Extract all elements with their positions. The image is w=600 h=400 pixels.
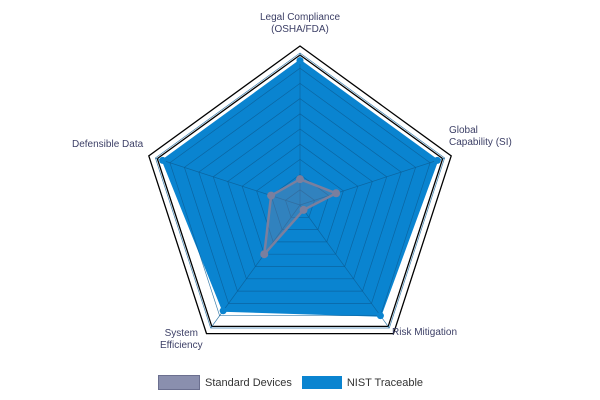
legend-label-standard: Standard Devices: [205, 376, 292, 389]
data-point-standard: [267, 191, 276, 200]
axis-label-system: System Efficiency: [160, 328, 203, 351]
axis-label-defensible: Defensible Data: [72, 139, 144, 150]
axis-label-risk: Risk Mitigation: [392, 327, 458, 338]
series-standard-area: [262, 177, 340, 258]
legend-item-nist[interactable]: NIST Traceable: [301, 376, 424, 389]
grid-ring: [169, 67, 431, 317]
data-point-nist: [296, 57, 304, 65]
data-point-nist: [219, 307, 227, 315]
legend-label-nist: NIST Traceable: [346, 376, 424, 389]
axis-label-global: Global Capability (SI): [449, 125, 512, 148]
grid-spoke: [299, 204, 390, 329]
grid-spoke: [299, 157, 445, 206]
axis-label-legal: Legal Compliance (OSHA/FDA): [259, 12, 341, 35]
grid-ring: [227, 128, 373, 267]
data-point-nist: [376, 312, 384, 320]
legend-swatch-nist: [301, 376, 342, 389]
grid-ring: [241, 143, 359, 255]
legend: Standard Devices NIST Traceable: [158, 375, 433, 390]
grid-ring: [198, 98, 402, 292]
grid-ring: [212, 113, 388, 280]
legend-swatch-standard: [158, 375, 200, 390]
grid-ring: [256, 158, 344, 243]
inner-frame: [156, 54, 444, 328]
data-point-standard: [296, 175, 304, 184]
data-point-standard: [299, 205, 308, 214]
grid-ring: [154, 52, 446, 329]
data-point-nist: [159, 156, 167, 164]
grid-ring: [285, 189, 315, 218]
grid-spoke: [155, 157, 301, 206]
data-point-standard: [332, 189, 341, 198]
grid-spoke: [210, 204, 301, 329]
grid-ring: [183, 82, 417, 304]
data-point-standard: [260, 250, 269, 259]
legend-item-standard[interactable]: Standard Devices: [158, 375, 292, 390]
outer-frame: [148, 45, 452, 335]
data-point-nist: [433, 156, 441, 164]
